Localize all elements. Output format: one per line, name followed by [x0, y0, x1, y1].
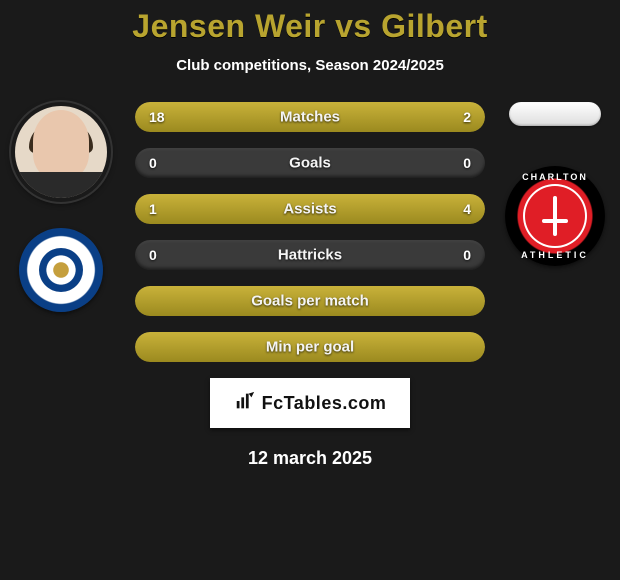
stat-label: Assists [283, 201, 336, 218]
stat-right-value: 2 [463, 109, 471, 125]
club-ring-top: CHARLTON [505, 172, 605, 182]
left-club-badge [19, 228, 103, 312]
content: CHARLTON ATHLETIC 18 2 Matches 0 0 Goals 1 4 Ass… [0, 102, 620, 469]
stat-row-goals-per-match: Goals per match [135, 286, 485, 316]
stat-right-value: 0 [463, 155, 471, 171]
stat-label: Goals [289, 155, 331, 172]
stat-row-matches: 18 2 Matches [135, 102, 485, 132]
stat-row-goals: 0 0 Goals [135, 148, 485, 178]
stat-left-value: 0 [149, 247, 157, 263]
right-player-avatar [509, 102, 601, 126]
stat-left-value: 1 [149, 201, 157, 217]
stat-right-value: 0 [463, 247, 471, 263]
left-player-avatar [11, 102, 111, 202]
stat-left-value: 18 [149, 109, 165, 125]
brand-text: FcTables.com [262, 393, 387, 414]
right-club-badge: CHARLTON ATHLETIC [505, 166, 605, 266]
subtitle: Club competitions, Season 2024/2025 [0, 57, 620, 74]
stat-label: Hattricks [278, 247, 342, 264]
right-player-column: CHARLTON ATHLETIC [500, 102, 610, 266]
stat-row-min-per-goal: Min per goal [135, 332, 485, 362]
stat-row-assists: 1 4 Assists [135, 194, 485, 224]
stat-right-value: 4 [463, 201, 471, 217]
club-ring-bottom: ATHLETIC [505, 250, 605, 260]
left-player-column [6, 102, 116, 312]
stat-label: Matches [280, 109, 340, 126]
brand-icon [234, 390, 256, 417]
date: 12 march 2025 [0, 448, 620, 469]
stat-left-value: 0 [149, 155, 157, 171]
stats-bars: 18 2 Matches 0 0 Goals 1 4 Assists 0 0 Hattricks Goa… [135, 102, 485, 362]
stat-label: Goals per match [251, 293, 369, 310]
brand-badge: FcTables.com [210, 378, 410, 428]
comparison-card: Jensen Weir vs Gilbert Club competitions… [0, 0, 620, 580]
title: Jensen Weir vs Gilbert [0, 8, 620, 45]
stat-row-hattricks: 0 0 Hattricks [135, 240, 485, 270]
stat-label: Min per goal [266, 339, 354, 356]
